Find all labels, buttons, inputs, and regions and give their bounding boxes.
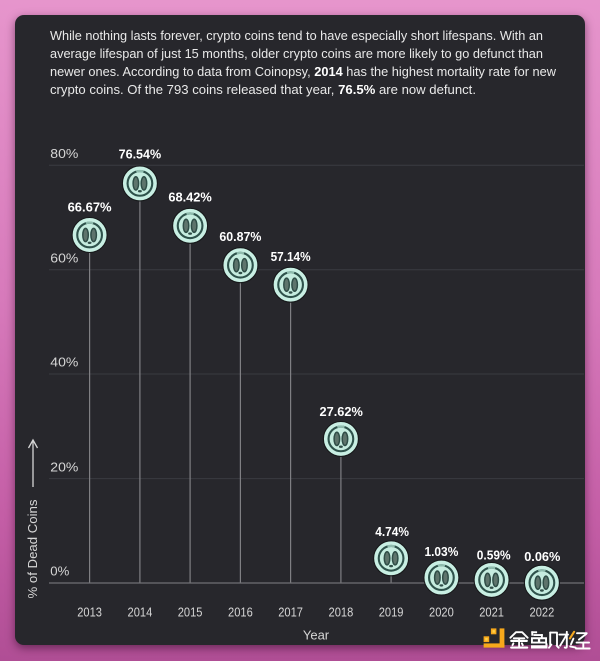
svg-text:Year: Year <box>303 628 330 643</box>
svg-text:2019: 2019 <box>379 604 404 619</box>
svg-text:66.67%: 66.67% <box>68 200 112 215</box>
svg-text:2015: 2015 <box>178 604 203 619</box>
svg-text:2014: 2014 <box>128 604 153 619</box>
svg-text:68.42%: 68.42% <box>168 189 212 204</box>
svg-text:60.87%: 60.87% <box>219 229 261 244</box>
svg-text:2018: 2018 <box>329 604 354 619</box>
svg-text:57.14%: 57.14% <box>271 249 311 264</box>
svg-text:2022: 2022 <box>530 604 555 619</box>
svg-text:0%: 0% <box>50 564 69 579</box>
svg-text:0.06%: 0.06% <box>524 549 560 564</box>
svg-text:2020: 2020 <box>429 604 454 619</box>
svg-text:% of Dead Coins: % of Dead Coins <box>25 499 40 598</box>
svg-text:20%: 20% <box>50 459 78 474</box>
svg-text:2016: 2016 <box>228 604 253 619</box>
svg-text:0.59%: 0.59% <box>477 548 511 563</box>
svg-text:60%: 60% <box>50 250 78 265</box>
svg-text:2021: 2021 <box>479 604 504 619</box>
svg-text:40%: 40% <box>50 355 78 370</box>
svg-text:2013: 2013 <box>77 604 102 619</box>
svg-text:4.74%: 4.74% <box>375 524 409 539</box>
svg-text:27.62%: 27.62% <box>320 404 364 419</box>
svg-text:2017: 2017 <box>278 604 303 619</box>
svg-text:1.03%: 1.03% <box>424 544 458 559</box>
svg-text:80%: 80% <box>50 146 78 161</box>
svg-text:76.54%: 76.54% <box>119 147 162 162</box>
